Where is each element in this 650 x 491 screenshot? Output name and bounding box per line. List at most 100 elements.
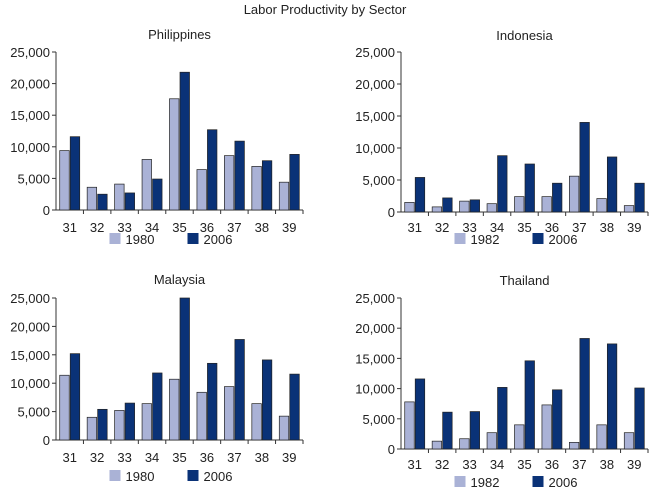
bar [124,402,135,441]
bar [569,442,580,450]
y-tick-label: 15,000 [10,348,50,363]
chart-philippines: Philippines 0 5,000 10,000 15,000 20,000 25,00… [10,27,304,247]
x-tick-label: 32 [90,220,104,235]
bar [207,129,218,211]
x-tick-label: 36 [545,220,559,235]
x-tick-label: 31 [407,220,421,235]
y-tick-label: 15,000 [355,109,395,124]
bar [234,140,245,211]
bar [606,156,618,213]
bar [442,411,453,450]
bar [86,186,98,211]
x-tick-label: 39 [627,220,641,235]
y-tick-label: 25,000 [10,291,50,306]
bar [442,197,453,213]
bar [414,378,426,450]
x-tick-label: 34 [490,457,504,472]
bar [278,181,290,211]
legend-swatch [454,233,466,244]
bar [141,403,152,441]
y-tick-label: 0 [43,203,50,218]
bar [634,182,645,213]
y-tick-label: 0 [388,205,395,220]
y-tick-label: 15,000 [10,108,50,123]
bar [251,166,262,211]
legend-label: 2006 [549,232,578,247]
legend-swatch [109,470,121,481]
legend-label: 2006 [204,232,233,247]
legend-label: 1982 [471,475,500,490]
x-tick-label: 35 [517,220,531,235]
bar [404,202,415,213]
chart-malaysia: Malaysia 0 5,000 10,000 15,000 20,000 25,000 31… [10,272,304,484]
bar [196,169,207,211]
bar [596,198,607,213]
bar [261,160,273,211]
bar [141,159,152,211]
x-tick-label: 35 [172,450,186,465]
bar [169,98,180,211]
legend-swatch [532,476,544,487]
y-tick-label: 5,000 [362,173,395,188]
bar [469,199,480,213]
bar [552,389,563,450]
bar [414,177,426,213]
x-tick-label: 34 [490,220,504,235]
bar [124,192,135,211]
x-tick-label: 37 [572,457,586,472]
legend-label: 2006 [549,475,578,490]
bar [289,154,300,211]
bar [497,155,508,213]
chart-title: Thailand [500,273,550,288]
bar [97,193,108,211]
bar [69,353,81,441]
x-tick-label: 38 [600,220,614,235]
x-tick-label: 34 [145,450,159,465]
y-tick-label: 25,000 [10,45,50,60]
bar [179,71,190,211]
bar [289,373,300,441]
bar [59,150,70,211]
x-tick-label: 38 [255,450,269,465]
bar [459,200,470,213]
bar [514,424,525,450]
bar [469,411,480,450]
y-tick-label: 0 [43,433,50,448]
y-tick-label: 25,000 [355,291,395,306]
y-tick-label: 20,000 [355,77,395,92]
bar [579,338,590,450]
bar [569,175,580,213]
bar [431,206,443,213]
x-tick-label: 33 [462,457,476,472]
bar [459,438,470,450]
bar [152,178,163,211]
x-tick-label: 33 [462,220,476,235]
bar [486,432,497,450]
x-tick-label: 38 [255,220,269,235]
chart-indonesia: Indonesia 0 5,000 10,000 15,000 20,000 25,000 3… [355,28,649,247]
bar [524,163,535,213]
x-tick-label: 31 [62,220,76,235]
y-tick-label: 15,000 [355,351,395,366]
y-tick-label: 10,000 [10,140,50,155]
x-tick-label: 33 [117,450,131,465]
bar [497,387,508,450]
x-tick-label: 39 [627,457,641,472]
bar [524,360,535,450]
y-tick-label: 0 [388,442,395,457]
bar [404,401,415,450]
legend-swatch [187,233,199,244]
chart-thailand: Thailand 0 5,000 10,000 15,000 20,000 25,000 31… [355,273,649,490]
bar [59,374,70,441]
bar [261,359,273,441]
chart-title: Indonesia [496,28,553,43]
y-tick-label: 5,000 [17,171,50,186]
bar [278,415,290,441]
legend-label: 1980 [126,469,155,484]
legend-swatch [109,233,121,244]
chart-title: Malaysia [154,272,206,287]
legend-label: 1980 [126,232,155,247]
y-tick-label: 10,000 [355,141,395,156]
bar [251,403,262,441]
